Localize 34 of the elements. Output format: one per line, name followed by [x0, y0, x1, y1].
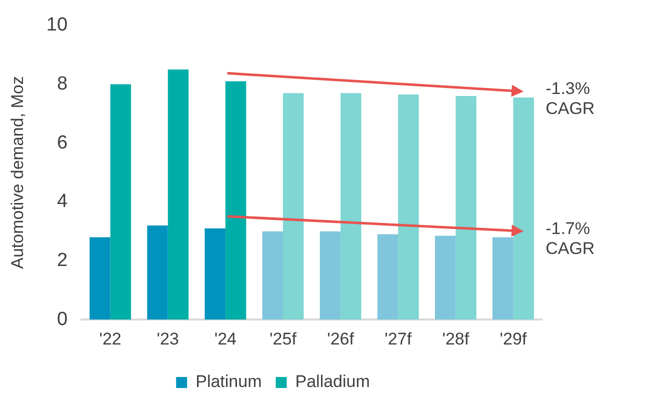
- legend-label: Palladium: [295, 372, 370, 392]
- bar: [377, 234, 398, 320]
- y-tick-label: 8: [56, 73, 68, 94]
- x-tick-label: '24: [214, 329, 237, 348]
- bar: [90, 237, 110, 320]
- x-tick-label: '23: [156, 329, 179, 348]
- bar: [492, 237, 514, 320]
- y-axis-title: Automotive demand, Moz: [8, 76, 27, 269]
- annotation: -1.7% CAGR: [546, 218, 595, 258]
- y-tick-label: 2: [56, 250, 68, 271]
- x-tick-label: '22: [99, 329, 122, 348]
- x-tick-label: '29f: [500, 329, 527, 348]
- annotation: -1.3% CAGR: [546, 79, 595, 118]
- x-tick-label: '25f: [270, 329, 297, 348]
- y-tick-label: 0: [56, 308, 68, 330]
- y-tick-label: 6: [56, 132, 68, 154]
- bar: [110, 84, 132, 320]
- legend-label: Platinum: [196, 372, 262, 392]
- bar: [282, 93, 304, 320]
- bar: [147, 225, 168, 320]
- bar: [398, 94, 419, 320]
- y-tick-label: 4: [56, 191, 68, 212]
- bar: [320, 231, 341, 320]
- x-tick-label: '26f: [327, 329, 354, 348]
- bar: [456, 96, 476, 320]
- x-tick-label: '28f: [442, 329, 470, 348]
- x-tick-label: '27f: [384, 329, 412, 348]
- bar: [262, 231, 283, 320]
- y-tick-label: 10: [46, 14, 68, 36]
- bar: [434, 236, 456, 320]
- bar: [204, 228, 226, 320]
- bar: [225, 81, 246, 320]
- bar: [340, 93, 362, 320]
- bar: [168, 70, 189, 320]
